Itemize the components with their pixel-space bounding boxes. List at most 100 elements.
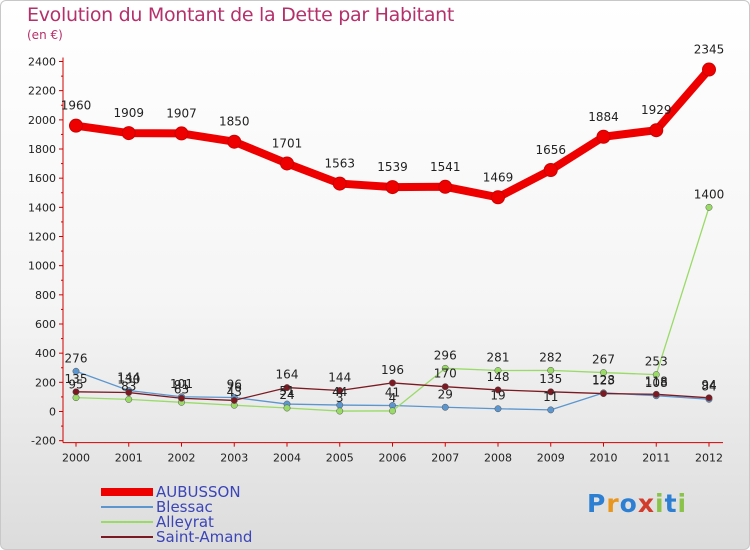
- y-tick-label: 400: [35, 347, 56, 360]
- data-point-alleyrat: [283, 404, 291, 412]
- y-tick-label: 1200: [28, 231, 56, 244]
- y-tick-label: 0: [49, 406, 56, 419]
- x-tick-label: 2008: [484, 452, 512, 465]
- y-tick-label: 800: [35, 289, 56, 302]
- data-point-saint-amand: [72, 388, 80, 396]
- x-tick-label: 2010: [590, 452, 618, 465]
- legend-swatch: [101, 506, 153, 508]
- y-tick-label: 200: [35, 376, 56, 389]
- data-label-saint-amand: 144: [328, 371, 351, 385]
- data-point-aubusson: [280, 156, 294, 171]
- data-point-aubusson: [649, 123, 664, 138]
- data-label-alleyrat: 63: [174, 382, 189, 396]
- y-tick-label: 1000: [28, 260, 56, 273]
- data-point-saint-amand: [705, 394, 713, 402]
- x-tick-label: 2000: [62, 452, 90, 465]
- data-label-saint-amand: 135: [539, 372, 562, 386]
- data-point-aubusson: [596, 129, 611, 144]
- data-label-saint-amand: 148: [487, 370, 510, 384]
- data-label-saint-amand: 91: [174, 378, 189, 392]
- data-point-saint-amand: [230, 396, 238, 404]
- data-point-aubusson: [543, 163, 558, 178]
- x-tick-label: 2001: [115, 452, 143, 465]
- data-label-saint-amand: 196: [381, 363, 404, 377]
- data-label-saint-amand: 94: [701, 378, 716, 392]
- data-label-aubusson: 1701: [272, 136, 303, 150]
- logo-letter: r: [606, 489, 620, 518]
- x-tick-label: 2005: [326, 452, 354, 465]
- data-label-saint-amand: 170: [434, 367, 457, 381]
- data-label-blessac: 44: [332, 385, 347, 399]
- data-label-saint-amand: 76: [227, 380, 242, 394]
- data-label-aubusson: 1563: [324, 157, 355, 171]
- data-label-blessac: 108: [645, 376, 668, 390]
- data-point-aubusson: [438, 179, 453, 194]
- data-label-alleyrat: 1400: [694, 187, 725, 201]
- data-label-blessac: 276: [65, 351, 88, 365]
- logo-letter: P: [587, 489, 607, 518]
- legend-swatch: [101, 536, 153, 538]
- data-point-alleyrat: [705, 203, 713, 211]
- data-label-blessac: 101: [170, 377, 193, 391]
- legend-swatch: [101, 521, 153, 523]
- data-label-saint-amand: 135: [65, 372, 88, 386]
- series-line-aubusson: [75, 66, 713, 202]
- data-label-alleyrat: 267: [592, 353, 615, 367]
- data-label-alleyrat: 24: [279, 388, 294, 402]
- logo-letter: x: [637, 489, 655, 518]
- data-label-aubusson: 1909: [113, 106, 144, 120]
- data-point-alleyrat: [652, 371, 660, 379]
- data-point-aubusson: [174, 126, 189, 141]
- y-tick-label: -200: [31, 435, 56, 448]
- data-point-saint-amand: [389, 379, 396, 387]
- data-point-alleyrat: [600, 369, 607, 377]
- data-label-aubusson: 1656: [535, 143, 566, 157]
- data-label-saint-amand: 164: [276, 368, 299, 382]
- logo-letter: o: [619, 489, 638, 518]
- data-label-blessac: 128: [592, 373, 615, 387]
- y-tick-label: 2400: [28, 56, 56, 69]
- data-label-alleyrat: 282: [539, 350, 562, 364]
- data-point-alleyrat: [547, 366, 555, 374]
- data-label-blessac: 29: [438, 387, 453, 401]
- data-point-saint-amand: [547, 388, 555, 396]
- x-tick-label: 2012: [695, 452, 723, 465]
- chart-title: Evolution du Montant de la Dette par Hab…: [27, 4, 455, 26]
- data-label-blessac: 11: [543, 390, 558, 404]
- x-tick-label: 2011: [642, 452, 670, 465]
- data-point-blessac: [547, 406, 555, 414]
- data-label-saint-amand: 118: [645, 374, 668, 388]
- data-label-alleyrat: 253: [645, 355, 668, 369]
- data-label-blessac: 19: [490, 389, 505, 403]
- data-point-aubusson: [227, 134, 242, 149]
- data-label-alleyrat: 4: [389, 391, 397, 405]
- x-tick-label: 2003: [220, 452, 248, 465]
- data-point-saint-amand: [600, 390, 607, 398]
- data-label-aubusson: 1469: [483, 170, 514, 184]
- data-label-alleyrat: 281: [487, 351, 510, 365]
- data-label-blessac: 96: [227, 378, 242, 392]
- data-point-saint-amand: [441, 383, 449, 391]
- data-point-aubusson: [332, 176, 347, 191]
- data-label-alleyrat: 83: [121, 379, 136, 393]
- legend-swatch: [101, 488, 153, 496]
- data-point-saint-amand: [336, 387, 344, 394]
- legend-label: AUBUSSON: [156, 483, 241, 501]
- data-point-alleyrat: [72, 394, 80, 402]
- data-point-saint-amand: [652, 390, 660, 398]
- x-tick-label: 2004: [273, 452, 301, 465]
- data-point-saint-amand: [283, 384, 291, 392]
- logo-letter: t: [664, 489, 678, 518]
- data-point-aubusson: [702, 62, 716, 77]
- data-point-saint-amand: [125, 389, 133, 396]
- data-point-alleyrat: [389, 407, 396, 415]
- data-point-alleyrat: [441, 364, 449, 372]
- data-label-aubusson: 1960: [61, 99, 92, 113]
- data-label-blessac: 144: [117, 371, 140, 385]
- y-tick-label: 1400: [28, 201, 56, 214]
- legend-label: Saint-Amand: [156, 528, 253, 546]
- data-point-aubusson: [491, 190, 505, 205]
- data-label-aubusson: 1850: [219, 115, 250, 129]
- data-label-alleyrat: 95: [68, 378, 83, 392]
